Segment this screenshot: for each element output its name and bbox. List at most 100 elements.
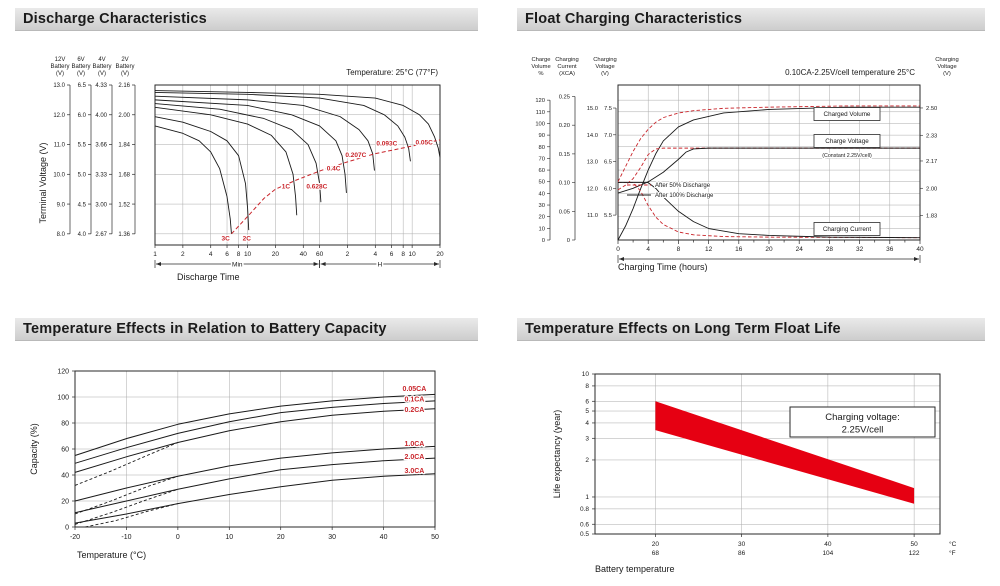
plot-label: (Constant 2.25V/cell) [822,153,872,159]
label-box [813,222,881,236]
x-tick-label: 40 [380,534,388,541]
scale-tick-label: 4.0 [78,232,87,238]
axis-header: (V) [943,71,951,77]
x-tick-label: 16 [735,246,743,253]
scale-header: Battery [115,64,134,70]
x-tick-label: 40 [916,246,924,253]
y-tick-label: 40 [61,473,69,480]
scale-header: 2V [121,57,128,63]
x-tick-label: 20 [765,246,773,253]
y-tick-label: 10 [582,371,590,378]
scale-header: Battery [71,64,90,70]
axis-tick-label: 0.05 [559,209,570,215]
panel-title: Temperature Effects on Long Term Float L… [525,321,841,337]
x-tick-label: 20 [272,251,280,258]
discharge-curve [154,91,411,162]
scale-tick-label: 1.36 [118,232,130,238]
axis-tick-label: 2.33 [926,133,937,139]
capacity-curve [74,408,436,473]
x-tick-label: -10 [121,534,131,541]
arrowhead [619,257,624,261]
capacity-curve [74,445,436,502]
panel-title: Discharge Characteristics [23,11,207,27]
x-tick-label: 8 [677,246,681,253]
scale-header: 12V [55,57,66,63]
axis-header: Charging [593,57,617,63]
panel-header: Temperature Effects in Relation to Batte… [15,318,478,341]
x-tick-label: 2 [181,251,185,258]
x-tick-label: 4 [646,246,650,253]
x-tick-label: 6 [390,251,394,258]
y-tick-label: 0.8 [580,506,589,513]
axis-tick-label: 2.00 [926,186,937,192]
x-unit-celsius: °C [949,540,957,548]
capacity-curve-dashed [74,442,179,486]
axis-tick-label: 2.50 [926,106,937,112]
x-tick-label: 10 [225,534,233,541]
x-tick-label: 10 [409,251,417,258]
axis-tick-label: 0 [567,238,570,244]
panel-header: Discharge Characteristics [15,8,478,31]
x-axis-title: Charging Time (hours) [618,262,708,272]
scale-tick-label: 12.0 [53,113,65,119]
x-tick-label: 4 [373,251,377,258]
axis-tick-label: 2.17 [926,159,937,165]
scale-header: (V) [77,71,85,77]
scale-header: Battery [50,64,69,70]
range-label: Min [232,261,243,268]
x-tick-celsius: 50 [911,541,919,548]
series-label: 0.2CA [405,407,425,414]
y-axis-title: Life expectancy (year) [552,410,562,499]
series-label: 3.0CA [405,468,425,475]
panel-header: Temperature Effects on Long Term Float L… [517,318,985,341]
x-tick-fahrenheit: 122 [909,550,920,557]
scale-tick-label: 2.00 [118,113,130,119]
y-tick-label: 0.5 [580,531,589,538]
y-tick-label: 1 [585,494,589,501]
axis-tick-label: 10 [539,226,545,232]
scale-tick-label: 4.5 [78,202,87,208]
axis-tick-label: 1.83 [926,214,937,220]
x-tick-label: 32 [856,246,864,253]
capacity-curve-dashed [85,503,178,528]
annotation-box [789,406,936,438]
scale-tick-label: 11.0 [54,143,66,149]
plot-border [74,370,436,528]
y-axis-title: Terminal Voltage (V) [38,142,48,223]
axis-tick-label: 6.0 [604,186,612,192]
scale-tick-label: 5.0 [78,173,87,179]
float-curve [617,147,920,191]
y-tick-label: 3 [585,435,589,442]
capacity-curve [74,473,436,524]
legend-label: After 50% Discharge [655,183,711,189]
annotation-text: Charging voltage: [825,412,899,423]
scale-tick-label: 4.00 [95,113,107,119]
label-box [813,134,881,148]
discharge-curve [154,116,250,231]
x-tick-label: 20 [277,534,285,541]
series-label: 0.207C [345,152,366,159]
x-tick-label: 8 [237,251,241,258]
axis-tick-label: 7.0 [604,133,612,139]
y-tick-label: 4 [585,420,589,427]
x-tick-celsius: 40 [824,541,832,548]
x-tick-label: 28 [826,246,834,253]
scale-header: Battery [92,64,111,70]
capacity-curve [74,393,436,456]
axis-tick-label: 20 [539,215,545,221]
series-label: 2C [243,235,252,242]
life-expectancy-band [655,401,915,504]
scale-tick-label: 1.52 [118,202,130,208]
y-tick-label: 20 [61,499,69,506]
y-tick-label: 120 [57,369,69,376]
axis-tick-label: 0.20 [559,123,570,129]
annotation-text: 2.25V/cell [842,425,884,436]
x-tick-label: 50 [431,534,439,541]
x-tick-celsius: 30 [738,541,746,548]
axis-tick-label: 0.25 [559,94,570,100]
panel-header: Float Charging Characteristics [517,8,985,31]
scale-tick-label: 4.33 [95,83,107,89]
x-axis-title: Temperature (°C) [77,550,146,560]
scale-header: 4V [98,57,105,63]
axis-header: Volume [531,64,550,70]
